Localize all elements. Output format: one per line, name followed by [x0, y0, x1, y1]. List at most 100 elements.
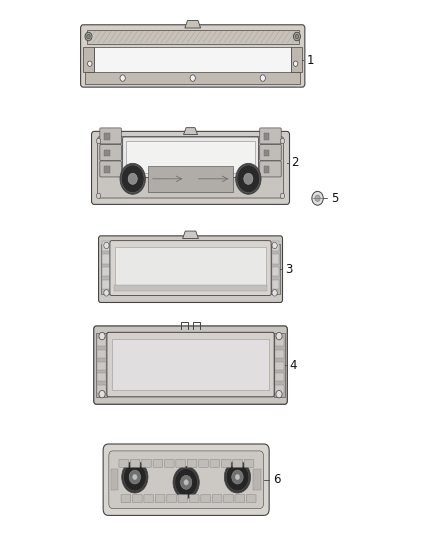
- Circle shape: [96, 138, 101, 144]
- FancyBboxPatch shape: [131, 459, 140, 467]
- FancyBboxPatch shape: [98, 136, 283, 198]
- Circle shape: [99, 390, 105, 398]
- Circle shape: [232, 470, 243, 484]
- Bar: [110, 469, 118, 490]
- Bar: [275, 338, 284, 346]
- Bar: [264, 166, 269, 173]
- Circle shape: [175, 469, 198, 496]
- Circle shape: [224, 461, 251, 493]
- Circle shape: [236, 163, 261, 194]
- Bar: [87, 30, 299, 44]
- FancyBboxPatch shape: [100, 161, 121, 177]
- Circle shape: [133, 474, 137, 480]
- FancyBboxPatch shape: [165, 459, 174, 467]
- FancyBboxPatch shape: [92, 131, 290, 204]
- Bar: [271, 244, 280, 294]
- Bar: [274, 334, 285, 397]
- Bar: [104, 133, 110, 140]
- Circle shape: [85, 32, 92, 41]
- Circle shape: [87, 34, 90, 39]
- Bar: [85, 72, 300, 84]
- Bar: [253, 469, 261, 490]
- Bar: [104, 166, 110, 173]
- FancyBboxPatch shape: [210, 459, 220, 467]
- FancyBboxPatch shape: [81, 25, 305, 87]
- Bar: [104, 150, 110, 156]
- FancyBboxPatch shape: [233, 459, 243, 467]
- Circle shape: [293, 32, 300, 41]
- FancyBboxPatch shape: [260, 128, 281, 144]
- Bar: [101, 244, 110, 294]
- Circle shape: [104, 242, 109, 248]
- Circle shape: [260, 75, 265, 81]
- FancyBboxPatch shape: [199, 459, 208, 467]
- FancyBboxPatch shape: [176, 459, 186, 467]
- Bar: [264, 150, 269, 156]
- Text: 5: 5: [331, 192, 338, 205]
- FancyBboxPatch shape: [244, 459, 254, 467]
- FancyBboxPatch shape: [107, 333, 274, 397]
- Bar: [102, 266, 110, 276]
- Circle shape: [129, 470, 141, 484]
- Bar: [114, 286, 267, 291]
- FancyBboxPatch shape: [153, 459, 163, 467]
- Circle shape: [184, 480, 188, 485]
- Circle shape: [280, 138, 285, 144]
- Circle shape: [122, 461, 148, 493]
- Circle shape: [173, 466, 199, 498]
- Circle shape: [272, 290, 277, 296]
- FancyBboxPatch shape: [187, 459, 197, 467]
- Bar: [148, 166, 233, 191]
- Bar: [83, 47, 94, 72]
- Circle shape: [104, 290, 109, 296]
- Circle shape: [226, 463, 249, 491]
- Polygon shape: [184, 127, 198, 134]
- FancyBboxPatch shape: [166, 495, 177, 503]
- Circle shape: [276, 390, 282, 398]
- Circle shape: [96, 193, 101, 198]
- Bar: [275, 361, 284, 370]
- FancyBboxPatch shape: [123, 137, 258, 177]
- FancyBboxPatch shape: [212, 495, 222, 503]
- Bar: [94, 47, 291, 74]
- Circle shape: [237, 165, 260, 192]
- FancyBboxPatch shape: [99, 236, 283, 303]
- Bar: [272, 241, 279, 251]
- Bar: [264, 133, 269, 140]
- Circle shape: [124, 463, 146, 491]
- Circle shape: [121, 165, 144, 192]
- FancyBboxPatch shape: [260, 161, 281, 177]
- Text: 4: 4: [289, 359, 297, 372]
- Bar: [275, 350, 284, 358]
- Circle shape: [128, 173, 137, 184]
- Circle shape: [244, 173, 253, 184]
- Circle shape: [190, 75, 195, 81]
- Circle shape: [99, 333, 105, 340]
- Text: 1: 1: [307, 54, 314, 67]
- Circle shape: [272, 242, 277, 248]
- Text: 6: 6: [272, 473, 280, 486]
- Polygon shape: [183, 231, 198, 239]
- Circle shape: [315, 195, 320, 201]
- Circle shape: [312, 191, 323, 205]
- Circle shape: [280, 193, 285, 198]
- Bar: [272, 279, 279, 289]
- Bar: [126, 141, 255, 173]
- FancyBboxPatch shape: [190, 495, 199, 503]
- FancyBboxPatch shape: [100, 128, 121, 144]
- Bar: [272, 266, 279, 276]
- Bar: [275, 385, 284, 393]
- Bar: [97, 338, 106, 346]
- Bar: [97, 385, 106, 393]
- Bar: [97, 361, 106, 370]
- Text: 3: 3: [285, 263, 292, 276]
- Bar: [96, 334, 107, 397]
- Polygon shape: [185, 20, 201, 28]
- Bar: [112, 339, 269, 390]
- Circle shape: [235, 474, 240, 480]
- FancyBboxPatch shape: [144, 495, 153, 503]
- FancyBboxPatch shape: [235, 495, 245, 503]
- Bar: [102, 279, 110, 289]
- FancyBboxPatch shape: [260, 144, 281, 160]
- Circle shape: [120, 75, 125, 81]
